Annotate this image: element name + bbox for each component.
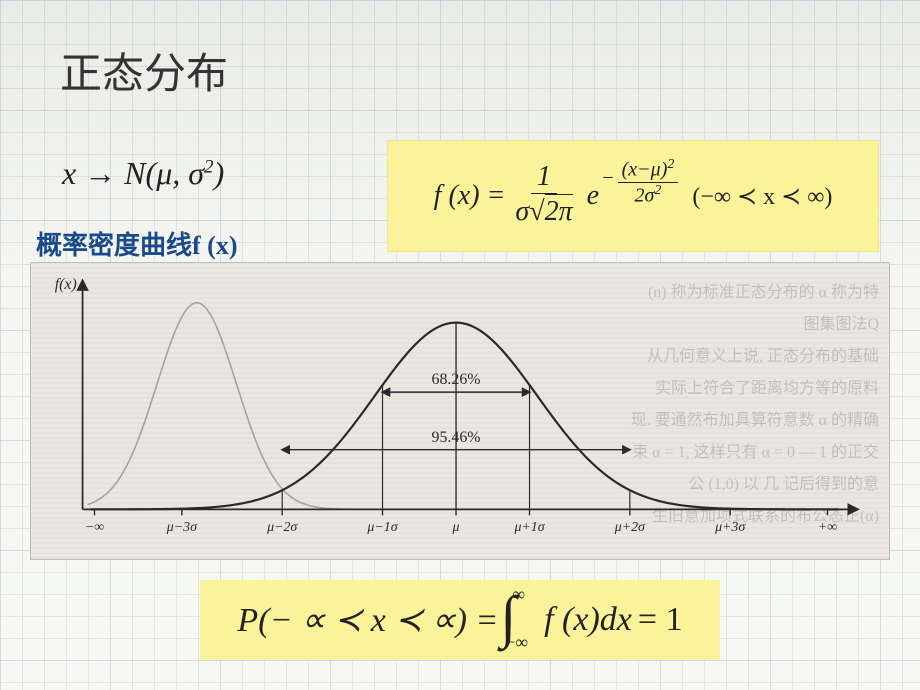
slide: 正态分布 x → N(μ, σ2) 概率密度曲线f (x) f (x) = 1 … [0, 0, 920, 690]
pdf-exp-frac: (x−μ)2 2σ2 [618, 157, 679, 207]
page-title: 正态分布 [60, 40, 228, 101]
svg-text:μ+1σ: μ+1σ [513, 520, 545, 535]
svg-text:f(x): f(x) [55, 276, 77, 293]
pdf-exp-num: (x−μ)2 [618, 157, 679, 183]
svg-text:68.26%: 68.26% [432, 371, 481, 388]
pdf-domain: (−∞ ≺ x ≺ ∞) [692, 182, 832, 211]
pdf-lhs: f (x) = [434, 180, 506, 212]
integral-lower: −∞ [505, 632, 528, 653]
svg-text:−∞: −∞ [85, 520, 104, 535]
pdf-frac-den: σ√2π [509, 194, 578, 230]
pdf-e: e [587, 180, 599, 212]
svg-text:μ−1σ: μ−1σ [366, 520, 398, 535]
pdf-exp-den: 2σ2 [631, 183, 666, 208]
normal-curve-figure: (n) 称为标准正态分布的 α 称为特 图集图法Q 从几何意义上说, 正态分布的… [30, 262, 890, 560]
svg-text:+∞: +∞ [818, 520, 837, 535]
integral-rhs: = 1 [638, 601, 683, 639]
integral-upper: ∞ [512, 584, 525, 605]
distribution-notation: x → N(μ, σ2) [62, 155, 224, 192]
pdf-formula-box: f (x) = 1 σ√2π e − (x−μ)2 2σ2 (−∞ ≺ x ≺ … [387, 140, 879, 252]
integral-integrand: f (x)dx [544, 601, 632, 639]
svg-text:μ−2σ: μ−2σ [266, 520, 298, 535]
svg-text:μ−3σ: μ−3σ [166, 520, 198, 535]
normal-curve-svg: f(x) 68.26% 95.46% −∞ μ−3σ μ−2σ μ−1σ μ μ+1σ μ+2σ μ… [31, 263, 889, 559]
subtitle-pdf-curve: 概率密度曲线f (x) [36, 225, 237, 262]
svg-text:μ: μ [452, 520, 460, 535]
pdf-exp-minus: − [601, 167, 615, 190]
integral-lhs: P(− ∝ ≺ x ≺ ∝) = [237, 600, 498, 640]
pdf-fraction: 1 σ√2π [509, 162, 578, 230]
svg-text:μ+3σ: μ+3σ [714, 520, 746, 535]
integral-formula-box: P(− ∝ ≺ x ≺ ∝) = ∫ ∞ −∞ f (x)dx = 1 [200, 580, 720, 660]
svg-text:95.46%: 95.46% [432, 429, 481, 446]
svg-text:μ+2σ: μ+2σ [614, 520, 646, 535]
pdf-frac-num: 1 [531, 162, 557, 194]
